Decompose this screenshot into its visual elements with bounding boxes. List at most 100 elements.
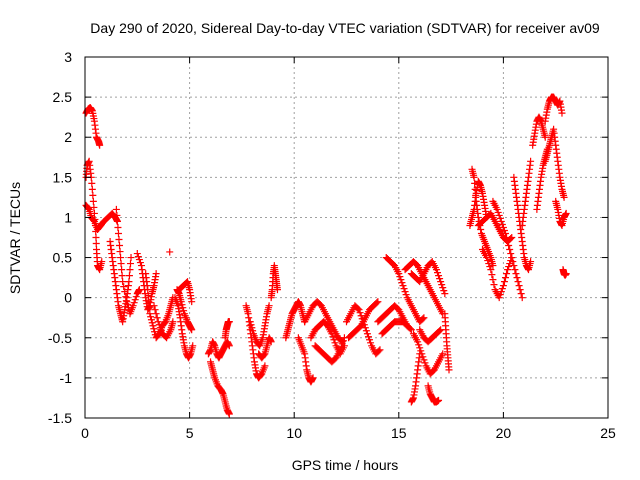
data-point xyxy=(88,185,96,193)
data-point xyxy=(472,191,480,199)
data-point xyxy=(129,302,137,310)
data-point xyxy=(309,374,317,382)
series-arc9 xyxy=(166,248,174,256)
data-point xyxy=(434,269,442,277)
data-point xyxy=(510,262,518,270)
data-points-layer xyxy=(82,93,570,418)
series-arc48 xyxy=(552,197,570,229)
data-point xyxy=(152,310,160,318)
data-point xyxy=(114,223,122,231)
data-point xyxy=(257,371,265,379)
data-point xyxy=(247,321,255,329)
data-point xyxy=(367,339,375,347)
data-point xyxy=(225,410,233,418)
series-arc46 xyxy=(541,93,566,125)
series-arc41 xyxy=(489,197,526,302)
data-point xyxy=(376,346,384,354)
data-point xyxy=(499,223,507,231)
ticks-layer xyxy=(84,56,609,419)
series-arc39 xyxy=(474,209,516,246)
data-point xyxy=(157,327,165,335)
data-point xyxy=(144,286,152,294)
x-tick-label: 20 xyxy=(496,425,512,441)
data-point xyxy=(500,278,508,286)
data-point xyxy=(153,314,161,322)
data-point xyxy=(246,318,254,326)
data-point xyxy=(273,286,281,294)
data-point xyxy=(120,283,128,291)
series-arc28 xyxy=(378,318,411,338)
data-point xyxy=(562,209,570,217)
data-point xyxy=(439,350,447,358)
data-point xyxy=(135,256,143,264)
data-point xyxy=(397,276,405,284)
y-tick-label: 0.5 xyxy=(53,250,73,266)
data-point xyxy=(132,293,140,301)
data-point xyxy=(88,179,96,187)
data-point xyxy=(398,279,406,287)
data-point xyxy=(125,272,133,280)
data-point xyxy=(493,205,501,213)
series-arc36 xyxy=(441,310,453,374)
data-point xyxy=(154,318,162,326)
data-point xyxy=(517,290,525,298)
data-point xyxy=(496,291,504,299)
series-arc23 xyxy=(307,318,348,358)
y-tick-labels: -1.5 -1 -0.5 0 0.5 1 1.5 2 2.5 3 xyxy=(48,49,72,426)
series-arc15 xyxy=(221,318,233,342)
data-point xyxy=(136,259,144,267)
y-tick-label: 3 xyxy=(64,49,72,65)
series-arc18 xyxy=(255,334,275,362)
y-tick-label: 2.5 xyxy=(53,89,73,105)
data-point xyxy=(500,226,508,234)
data-point xyxy=(355,306,363,314)
data-point xyxy=(363,330,371,338)
data-point xyxy=(402,321,410,329)
data-point xyxy=(134,253,142,261)
data-point xyxy=(328,330,336,338)
data-point xyxy=(145,298,153,306)
data-point xyxy=(415,341,423,349)
series-arc37 xyxy=(466,177,491,229)
data-point xyxy=(558,109,566,117)
data-point xyxy=(439,284,447,292)
series-arc5 xyxy=(112,205,143,318)
y-axis-label: SDTVAR / TECUs xyxy=(7,182,23,294)
x-tick-labels: 0 5 10 15 20 25 xyxy=(81,425,616,441)
data-point xyxy=(441,290,449,298)
x-tick-label: 15 xyxy=(391,425,407,441)
x-tick-label: 5 xyxy=(186,425,194,441)
data-point xyxy=(562,270,570,278)
series-arc13 xyxy=(204,338,233,362)
series-arc24 xyxy=(311,334,348,366)
data-point xyxy=(541,133,549,141)
data-point xyxy=(373,299,381,307)
data-point xyxy=(432,266,440,274)
data-point xyxy=(179,304,187,312)
data-point xyxy=(495,211,503,219)
data-point xyxy=(114,229,122,237)
data-point xyxy=(440,287,448,295)
data-point xyxy=(84,204,92,212)
series-arc33 xyxy=(416,326,445,346)
data-point xyxy=(496,214,504,222)
data-point xyxy=(512,270,520,278)
series-arc10 xyxy=(171,294,197,362)
data-point xyxy=(511,266,519,274)
data-point xyxy=(96,141,104,149)
data-point xyxy=(92,234,100,241)
data-point xyxy=(131,296,139,304)
data-point xyxy=(361,324,369,332)
series-arc14 xyxy=(207,358,233,418)
y-tick-label: 1.5 xyxy=(53,169,73,185)
data-point xyxy=(362,327,370,335)
data-point xyxy=(166,248,174,256)
data-point xyxy=(399,282,407,290)
data-point xyxy=(126,266,134,274)
series-arc35 xyxy=(424,382,443,406)
data-point xyxy=(177,298,185,306)
y-tick-label: 0 xyxy=(64,290,72,306)
data-point xyxy=(119,278,127,286)
data-point xyxy=(501,229,509,237)
data-point xyxy=(249,327,257,335)
